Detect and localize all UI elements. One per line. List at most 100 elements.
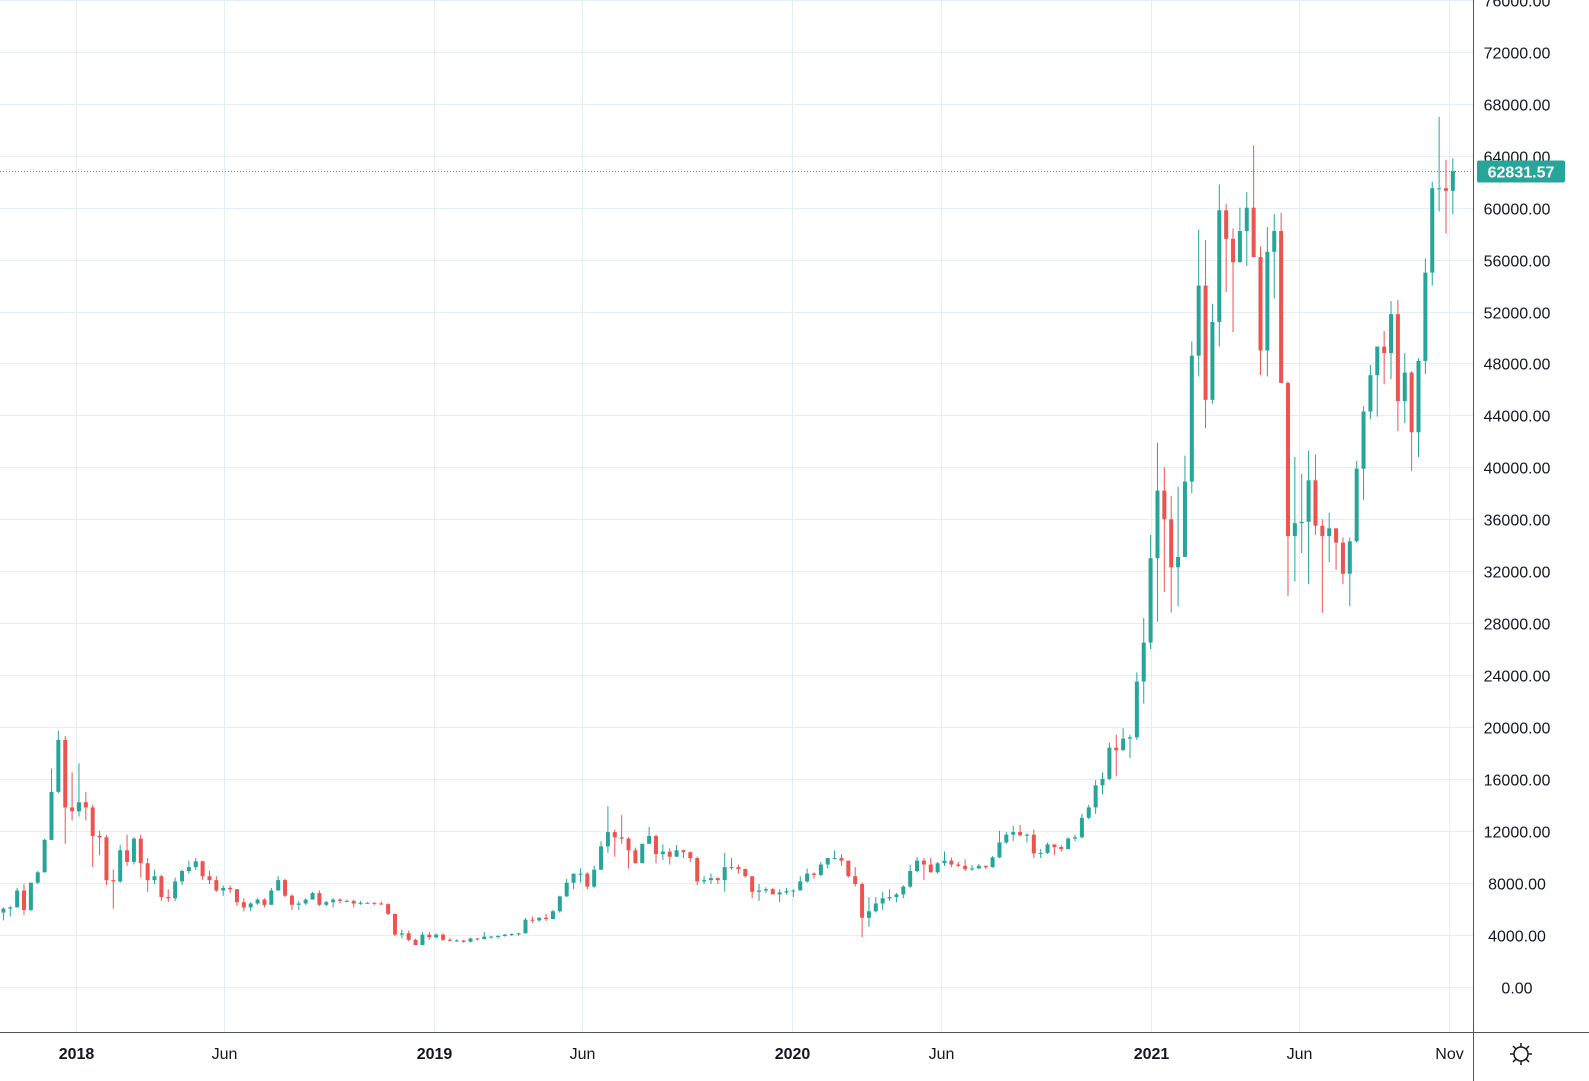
candle-body bbox=[550, 911, 555, 920]
candle-body bbox=[241, 902, 246, 908]
candle bbox=[901, 885, 906, 899]
candle bbox=[1066, 837, 1071, 850]
candle bbox=[489, 935, 494, 939]
candle-body bbox=[777, 892, 782, 895]
candle bbox=[1073, 834, 1078, 842]
candle-body bbox=[750, 876, 755, 892]
candle bbox=[805, 868, 810, 883]
candle bbox=[1437, 116, 1442, 212]
candle-body bbox=[1402, 372, 1407, 402]
candle bbox=[200, 860, 205, 881]
candle bbox=[1079, 813, 1084, 839]
candle-body bbox=[921, 860, 926, 865]
candle-body bbox=[138, 838, 143, 864]
candle bbox=[695, 856, 700, 886]
price-tick-label: 24000.00 bbox=[1484, 669, 1551, 686]
candle-body bbox=[1395, 314, 1400, 402]
candle-body bbox=[853, 876, 858, 885]
candle-body bbox=[76, 802, 81, 812]
candle-body bbox=[894, 894, 899, 897]
candle-body bbox=[83, 802, 88, 808]
candle bbox=[626, 837, 631, 869]
candle-body bbox=[1196, 285, 1201, 356]
candle bbox=[942, 851, 947, 866]
candle bbox=[516, 932, 521, 936]
candle bbox=[1292, 456, 1297, 582]
candle bbox=[344, 899, 349, 903]
candle-body bbox=[942, 860, 947, 864]
candle-body bbox=[647, 835, 652, 844]
candle-body bbox=[365, 902, 370, 904]
candle bbox=[846, 860, 851, 878]
candle bbox=[550, 909, 555, 920]
candle bbox=[296, 900, 301, 910]
candle-body bbox=[1430, 188, 1435, 273]
time-tick-label: Nov bbox=[1435, 1046, 1463, 1063]
candle-body bbox=[605, 832, 610, 847]
candle bbox=[612, 829, 617, 857]
candle-body bbox=[599, 846, 604, 870]
candle-body bbox=[997, 842, 1002, 858]
candle bbox=[118, 845, 123, 883]
candle-body bbox=[42, 839, 47, 873]
candle bbox=[757, 884, 762, 901]
candle-body bbox=[1389, 314, 1394, 354]
candle-body bbox=[770, 889, 775, 895]
candle bbox=[283, 878, 288, 897]
candle-body bbox=[1361, 411, 1366, 469]
candle-body bbox=[873, 903, 878, 912]
candle bbox=[22, 884, 27, 916]
candle bbox=[853, 867, 858, 887]
price-tick-label: 52000.00 bbox=[1484, 306, 1551, 323]
candle bbox=[8, 906, 13, 917]
candle bbox=[159, 874, 164, 901]
candle-body bbox=[70, 807, 75, 812]
candle bbox=[1231, 228, 1236, 333]
candle-body bbox=[983, 865, 988, 868]
price-tick-label: 44000.00 bbox=[1484, 409, 1551, 426]
candle bbox=[530, 916, 535, 923]
candle-body bbox=[825, 858, 830, 865]
candle-body bbox=[386, 904, 391, 914]
candle-body bbox=[784, 891, 789, 893]
candle-body bbox=[763, 889, 768, 891]
candle-body bbox=[1024, 834, 1029, 836]
candle bbox=[969, 865, 974, 872]
candle bbox=[15, 887, 20, 908]
candle-body bbox=[1018, 832, 1023, 836]
candle-body bbox=[1038, 852, 1043, 854]
candle bbox=[454, 939, 459, 942]
candle bbox=[221, 885, 226, 896]
candle-body bbox=[482, 936, 487, 940]
candle-body bbox=[695, 858, 700, 882]
gear-icon bbox=[1510, 1043, 1532, 1065]
candle bbox=[1334, 528, 1339, 570]
candle bbox=[1134, 672, 1139, 740]
candle-body bbox=[475, 938, 480, 940]
candle-body bbox=[1409, 372, 1414, 433]
candle bbox=[1210, 303, 1215, 404]
candle-body bbox=[1272, 231, 1277, 252]
candle bbox=[358, 900, 363, 905]
candle bbox=[1059, 845, 1064, 852]
time-axis[interactable] bbox=[0, 1033, 1589, 1081]
price-tick-label: 36000.00 bbox=[1484, 513, 1551, 530]
candle-body bbox=[1169, 519, 1174, 568]
candle bbox=[468, 937, 473, 943]
candle-body bbox=[392, 913, 397, 935]
candle bbox=[166, 889, 171, 903]
candle bbox=[1389, 301, 1394, 380]
candle bbox=[138, 834, 143, 878]
candle-body bbox=[509, 933, 514, 935]
candle bbox=[1244, 192, 1249, 267]
candle bbox=[928, 858, 933, 873]
candle bbox=[303, 898, 308, 905]
settings-button[interactable] bbox=[1505, 1040, 1537, 1068]
candle-body bbox=[791, 890, 796, 892]
candle-body bbox=[331, 899, 336, 903]
candle bbox=[234, 889, 239, 907]
candle bbox=[207, 871, 212, 885]
candle bbox=[763, 887, 768, 894]
candle-body bbox=[1086, 807, 1091, 818]
